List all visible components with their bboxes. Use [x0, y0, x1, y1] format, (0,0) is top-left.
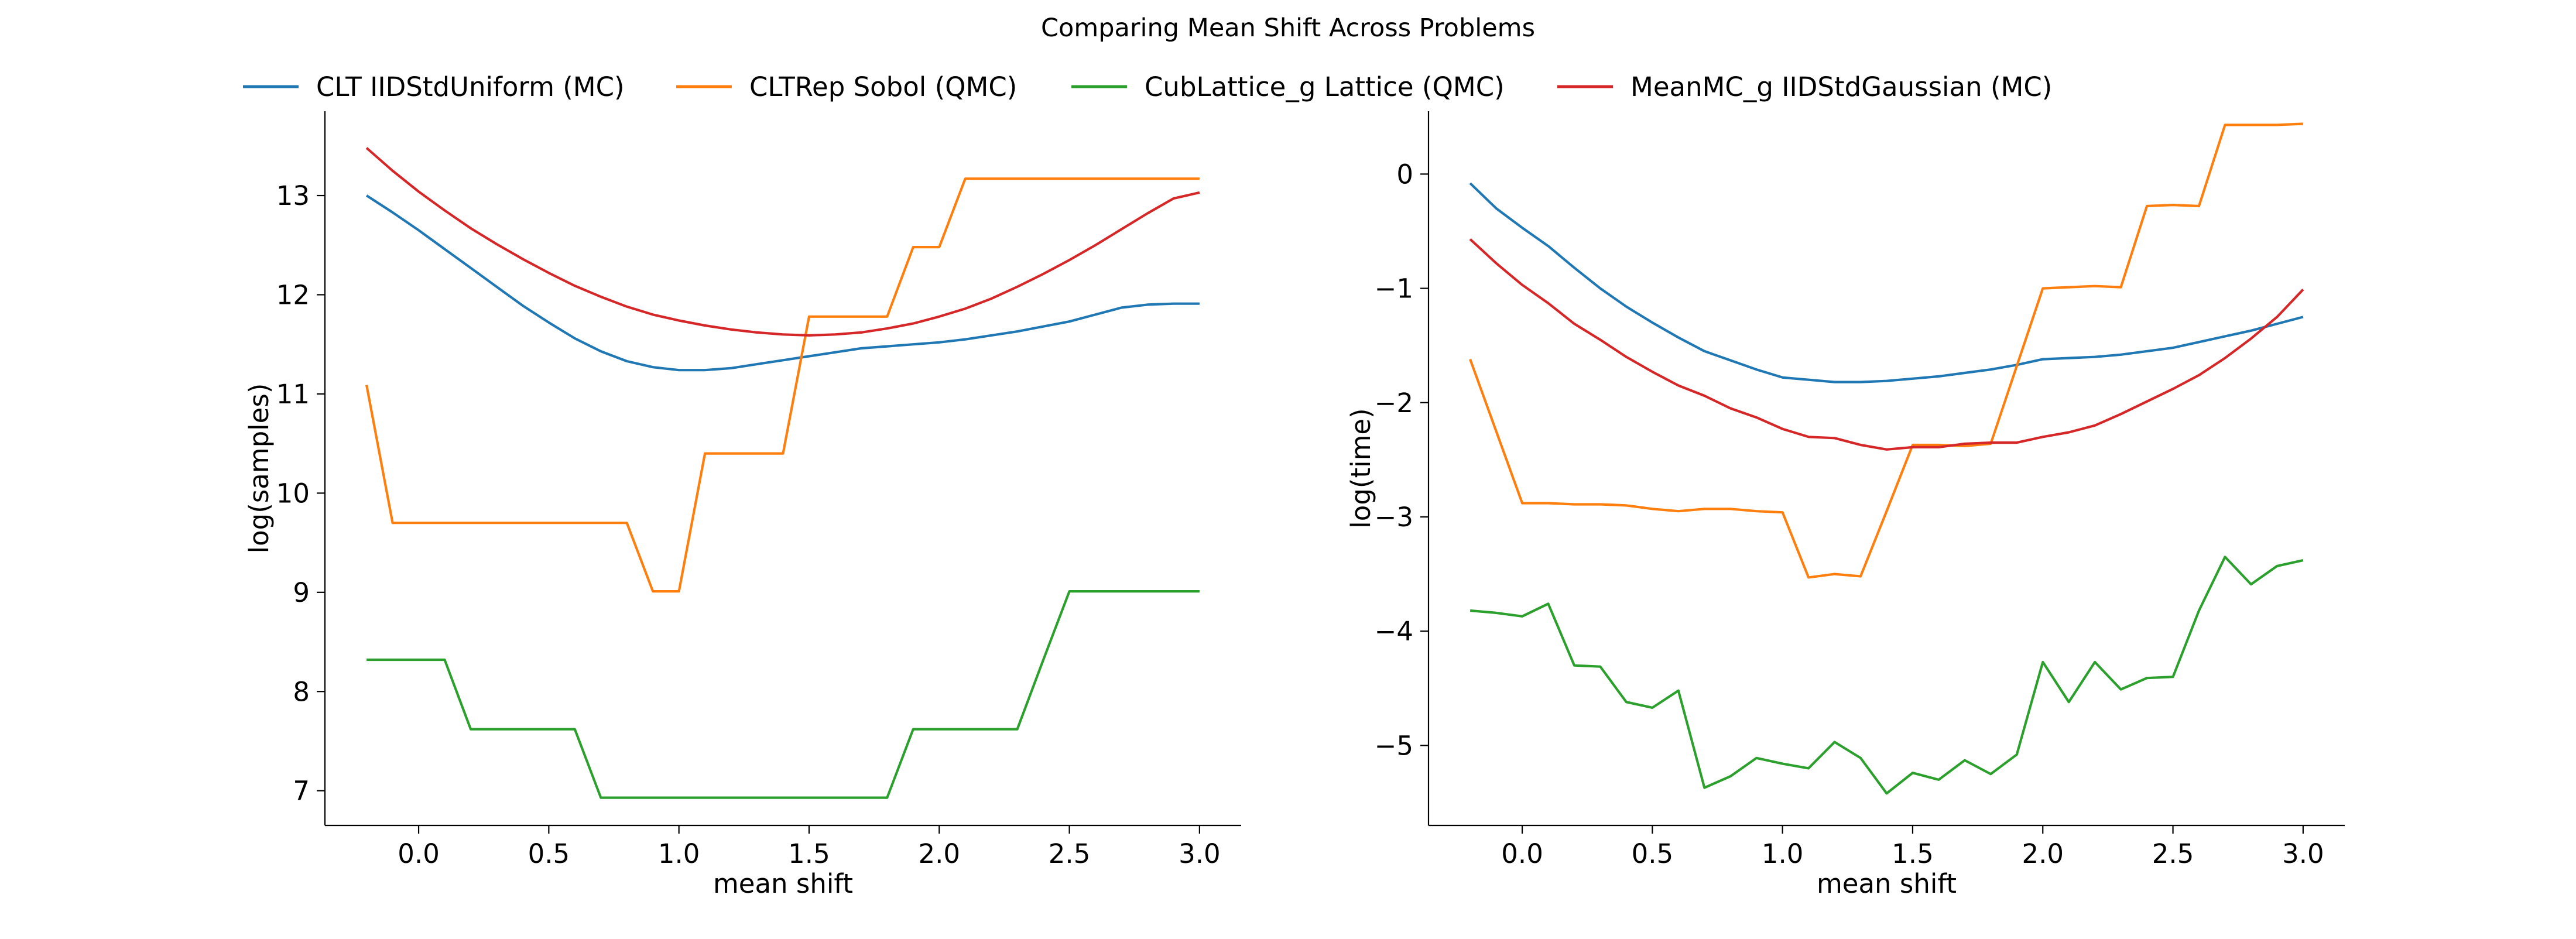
legend-item-cltrep-sobol: CLTRep Sobol (QMC)	[676, 71, 1017, 102]
legend-label: CubLattice_g Lattice (QMC)	[1145, 71, 1505, 102]
series-line-0	[365, 194, 1200, 372]
x-tick-label: 3.0	[1179, 838, 1221, 869]
y-tick-label: 12	[276, 279, 310, 310]
plot-log-time: 0.0 0.5 1.0 1.5 2.0 2.5 3.0 −5 −4 −3 −2 −1 0 mean shi…	[1345, 111, 2345, 899]
y-axis-label: log(samples)	[244, 383, 275, 554]
x-axis-label: mean shift	[713, 868, 853, 899]
legend-item-cublattice-g: CubLattice_g Lattice (QMC)	[1071, 71, 1505, 102]
y-tick-label: −1	[1375, 273, 1413, 304]
x-tick-label: 1.0	[658, 838, 700, 869]
y-tick-label: −2	[1375, 388, 1413, 419]
y-tick-label: −4	[1375, 616, 1413, 647]
x-tick-label: 1.5	[1892, 838, 1934, 869]
y-axis-label: log(time)	[1345, 408, 1376, 528]
x-axis-label: mean shift	[1817, 868, 1957, 899]
x-tick-label: 2.0	[2022, 838, 2064, 869]
legend-item-clt-iidstduniform: CLT IIDStdUniform (MC)	[243, 71, 625, 102]
y-tick-label: 7	[293, 776, 310, 807]
y-tick-label: 8	[293, 676, 310, 707]
legend-item-meanmc-g: MeanMC_g IIDStdGaussian (MC)	[1557, 71, 2052, 102]
series-line-2	[366, 590, 1200, 799]
x-tick-label: 0.0	[1501, 838, 1543, 869]
x-tick-label: 0.0	[398, 838, 440, 869]
x-tick-label: 2.5	[2152, 838, 2194, 869]
series-line-1	[1469, 122, 2303, 579]
y-tick-label: 10	[276, 478, 310, 509]
y-tick-label: 11	[276, 379, 310, 410]
x-tick-label: 2.5	[1049, 838, 1091, 869]
x-tick-label: 1.0	[1762, 838, 1804, 869]
x-tick-label: 0.5	[1632, 838, 1674, 869]
y-tick-label: 13	[276, 180, 310, 211]
x-tick-label: 2.0	[918, 838, 960, 869]
legend: CLT IIDStdUniform (MC) CLTRep Sobol (QMC…	[243, 71, 2052, 102]
x-tick-label: 1.5	[788, 838, 830, 869]
series-line-0	[1469, 182, 2304, 383]
y-tick-label: 0	[1396, 159, 1413, 190]
x-tick-label: 0.5	[528, 838, 570, 869]
series-line-1	[365, 177, 1200, 593]
plot-log-samples: 0.0 0.5 1.0 1.5 2.0 2.5 3.0 7 8 9 10 11 12 13 mean shi…	[244, 111, 1241, 899]
y-tick-label: −5	[1375, 730, 1413, 761]
x-tick-label: 3.0	[2282, 838, 2324, 869]
y-tick-label: 9	[293, 577, 310, 608]
legend-label: CLT IIDStdUniform (MC)	[316, 71, 625, 102]
y-tick-label: −3	[1375, 502, 1413, 533]
figure-title: Comparing Mean Shift Across Problems	[1041, 13, 1535, 43]
legend-label: MeanMC_g IIDStdGaussian (MC)	[1630, 71, 2052, 102]
legend-label: CLTRep Sobol (QMC)	[749, 71, 1017, 102]
series-line-2	[1469, 556, 2304, 795]
series-line-3	[365, 147, 1200, 337]
series-line-3	[1469, 238, 2304, 451]
